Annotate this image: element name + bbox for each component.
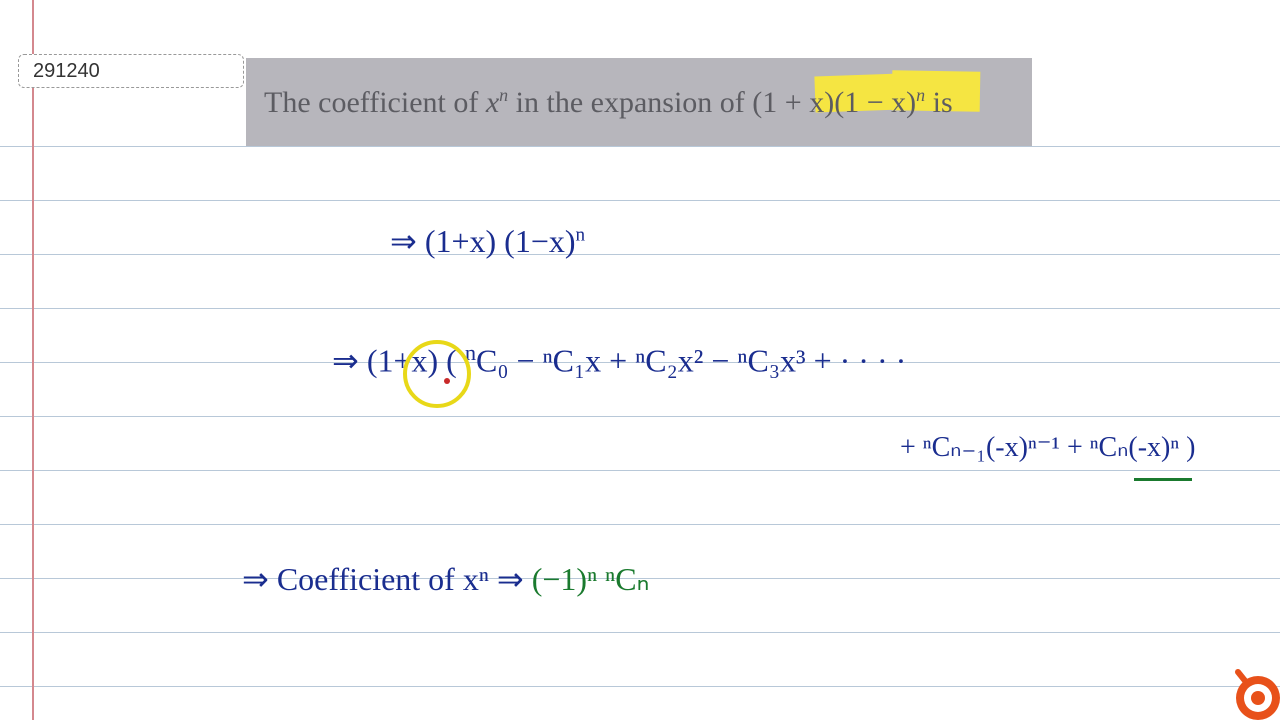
red-pointer-dot xyxy=(444,378,450,384)
question-middle: in the expansion of xyxy=(508,86,752,119)
work-line-3: ⇒ Coefficient of xⁿ ⇒ (−1)ⁿ ⁿCₙ xyxy=(242,560,649,598)
ruled-line xyxy=(0,146,1280,147)
ruled-line xyxy=(0,470,1280,471)
margin-line xyxy=(32,0,34,720)
question-prefix: The coefficient of xyxy=(264,86,486,119)
ruled-line xyxy=(0,308,1280,309)
tab-number-box: 291240 xyxy=(18,54,244,88)
ruled-line xyxy=(0,686,1280,687)
ruled-line xyxy=(0,524,1280,525)
question-expr-exp: n xyxy=(916,85,925,105)
line2-cont: + ⁿCₙ₋₁(-x)ⁿ⁻¹ + ⁿCₙ(-x)ⁿ ) xyxy=(900,432,1196,463)
tab-number: 291240 xyxy=(33,60,100,83)
ruled-line xyxy=(0,416,1280,417)
line3-answer: (−1)ⁿ ⁿCₙ xyxy=(532,561,650,597)
question-var: x xyxy=(486,86,499,119)
work-line-2-cont: + ⁿCₙ₋₁(-x)ⁿ⁻¹ + ⁿCₙ(-x)ⁿ ) xyxy=(900,430,1196,464)
question-box: The coefficient of xn in the expansion o… xyxy=(246,58,1032,146)
underline-green xyxy=(1134,478,1192,481)
ruled-line xyxy=(0,200,1280,201)
ruled-line xyxy=(0,254,1280,255)
doubtnut-logo-icon xyxy=(1220,660,1280,720)
yellow-circle-annotation xyxy=(403,340,471,408)
line1-text: ⇒ (1+x) (1−x) xyxy=(390,223,576,259)
line1-exp: n xyxy=(576,224,586,245)
question-expr1: (1 + x) xyxy=(752,86,834,119)
work-line-1: ⇒ (1+x) (1−x)n xyxy=(390,222,585,260)
line3-label: ⇒ Coefficient of xⁿ ⇒ xyxy=(242,561,532,597)
question-exp: n xyxy=(499,85,508,105)
question-text: The coefficient of xn in the expansion o… xyxy=(264,85,953,120)
question-expr2: (1 − x) xyxy=(834,86,916,119)
ruled-line xyxy=(0,632,1280,633)
line2-terms: C₀ − ⁿC₁x + ⁿC₂x² − ⁿC₃x³ + · · · · xyxy=(476,343,906,379)
question-suffix: is xyxy=(925,86,953,119)
